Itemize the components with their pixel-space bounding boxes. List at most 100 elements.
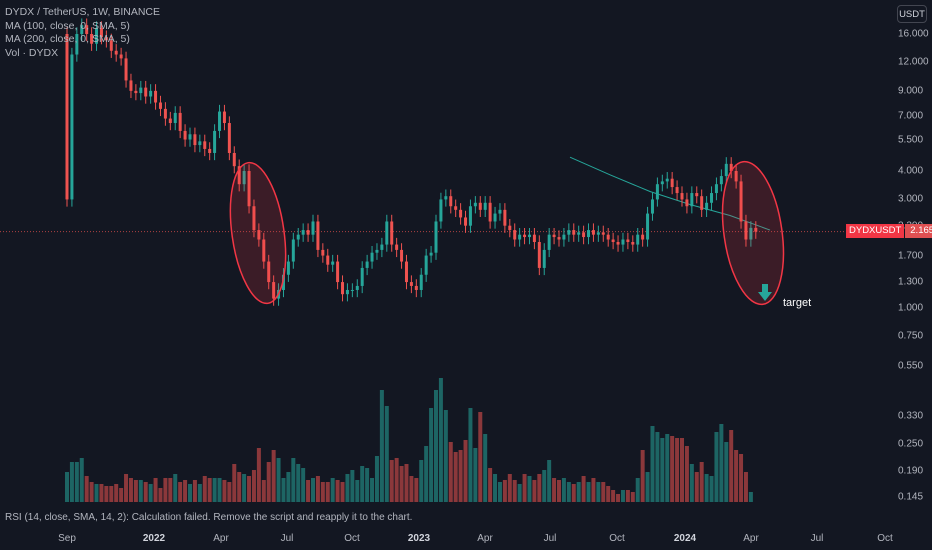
candle-body bbox=[714, 184, 718, 194]
candle bbox=[355, 279, 359, 298]
candle-body bbox=[493, 213, 497, 222]
legend-symbol[interactable]: DYDX / TetherUS, 1W, BINANCE bbox=[5, 6, 161, 18]
candle bbox=[611, 232, 615, 250]
volume-bar bbox=[689, 464, 694, 502]
volume-bar bbox=[409, 476, 414, 502]
volume-bar bbox=[345, 474, 350, 502]
volume-bar bbox=[552, 478, 557, 502]
candle-body bbox=[203, 141, 207, 149]
candle-body bbox=[606, 234, 610, 240]
price-tick-label: 0.750 bbox=[898, 330, 924, 342]
candle bbox=[183, 124, 187, 147]
candle bbox=[390, 214, 394, 252]
time-tick-label: Jul bbox=[810, 533, 824, 544]
volume-bar bbox=[256, 448, 261, 502]
candle-body bbox=[626, 239, 630, 243]
candle bbox=[281, 268, 285, 298]
candle bbox=[577, 225, 581, 242]
price-tick-label: 5.500 bbox=[898, 134, 924, 146]
candle-body bbox=[513, 230, 517, 240]
candle-body bbox=[547, 234, 551, 250]
candle bbox=[306, 223, 310, 242]
volume-bar bbox=[719, 424, 724, 502]
candle-body bbox=[685, 199, 689, 207]
candle-body bbox=[508, 225, 512, 231]
candle bbox=[400, 243, 404, 269]
ma-polyline bbox=[569, 156, 771, 231]
legend-ma100[interactable]: MA (100, close, 0, SMA, 5) bbox=[5, 19, 130, 32]
legend-volume[interactable]: Vol · DYDX bbox=[5, 46, 59, 59]
candle-body bbox=[119, 54, 123, 59]
candle-body bbox=[591, 230, 595, 235]
candle-body bbox=[483, 202, 487, 210]
volume-bar bbox=[89, 482, 94, 502]
candle bbox=[301, 223, 305, 242]
volume-bar bbox=[163, 478, 168, 502]
candle bbox=[129, 73, 133, 99]
candle bbox=[350, 283, 354, 298]
candle-body bbox=[621, 239, 625, 245]
candle-body bbox=[286, 261, 290, 275]
candle-body bbox=[532, 234, 536, 243]
candle bbox=[316, 214, 320, 258]
candle-body bbox=[719, 176, 723, 185]
candle bbox=[380, 237, 384, 258]
candle-body bbox=[380, 244, 384, 250]
candle bbox=[370, 246, 374, 269]
candle bbox=[227, 116, 231, 161]
candle bbox=[439, 192, 443, 229]
candle-body bbox=[523, 234, 527, 238]
candle-body bbox=[449, 196, 453, 207]
volume-bar bbox=[399, 466, 404, 502]
price-tick-label: 0.145 bbox=[898, 491, 924, 503]
candle bbox=[345, 283, 349, 302]
volume-bar bbox=[192, 480, 197, 502]
candle bbox=[80, 18, 84, 42]
candle-body bbox=[390, 221, 394, 245]
volume-bar bbox=[158, 488, 163, 502]
price-tick-label: 0.250 bbox=[898, 438, 924, 450]
time-tick-label: Apr bbox=[213, 533, 229, 544]
candle-body bbox=[70, 54, 74, 200]
volume-bar bbox=[94, 484, 99, 502]
volume-bar bbox=[458, 450, 463, 502]
candle-body bbox=[326, 255, 330, 265]
currency-button[interactable]: USDT bbox=[897, 5, 927, 23]
candle-body bbox=[488, 202, 492, 222]
price-badge-value: 2.165 bbox=[905, 224, 932, 238]
candle bbox=[532, 227, 536, 250]
candle bbox=[508, 219, 512, 238]
candle-body bbox=[700, 196, 704, 210]
volume-bar bbox=[438, 378, 443, 502]
volume-bar bbox=[493, 474, 498, 502]
volume-bar bbox=[74, 462, 79, 502]
volume-bar bbox=[168, 478, 173, 502]
candle bbox=[650, 192, 654, 221]
volume-bar bbox=[743, 472, 748, 502]
candle bbox=[193, 127, 197, 153]
candle-body bbox=[80, 25, 84, 34]
candle bbox=[419, 268, 423, 298]
volume-bar bbox=[355, 480, 360, 502]
volume-bar bbox=[128, 478, 133, 502]
candle-body bbox=[242, 171, 246, 185]
volume-bar bbox=[183, 480, 188, 502]
volume-bar bbox=[576, 482, 581, 502]
volume-bar bbox=[104, 486, 109, 502]
legend-ma200[interactable]: MA (200, close, 0, SMA, 5) bbox=[5, 33, 130, 45]
candle bbox=[483, 196, 487, 218]
candle-body bbox=[414, 285, 418, 290]
candle-body bbox=[237, 166, 241, 185]
candle bbox=[557, 230, 561, 247]
candle bbox=[70, 47, 74, 207]
candle bbox=[714, 177, 718, 201]
volume-bar bbox=[443, 410, 448, 502]
candle bbox=[641, 227, 645, 247]
candle bbox=[385, 214, 389, 252]
candle-body bbox=[527, 234, 531, 238]
candle bbox=[311, 214, 315, 242]
candle-body bbox=[729, 163, 733, 171]
candle bbox=[331, 254, 335, 272]
candle-body bbox=[370, 252, 374, 262]
